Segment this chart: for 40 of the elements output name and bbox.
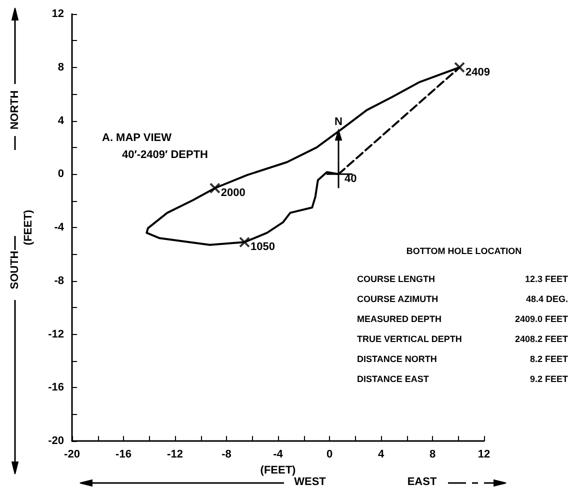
x-axis-title: (FEET) [260,464,296,476]
y-axis-title: (FEET) [22,209,34,246]
y-tick-label: -4 [54,222,65,234]
annotation: 1050 [250,241,276,254]
text: DISTANCE EAST 9.2 FEET [357,374,568,384]
annotation: 2409 [466,66,490,78]
text: WEST [294,476,326,488]
x-tick-label: 8 [429,448,436,460]
y-tick-label: -16 [48,382,64,394]
x-tick-label: 4 [378,448,385,460]
point [239,236,250,248]
y-tick-label: 0 [58,168,64,180]
text: COURSE LENGTH 12.3 FEET [357,274,568,284]
point [454,62,466,73]
x-tick-label: -4 [273,448,284,460]
y-tick-label: 8 [58,61,64,74]
text: MEASURED DEPTH 2409.0 FEET [357,314,568,324]
y-tick-label: 4 [58,114,65,127]
annotation: 40 [344,173,357,186]
annotation: 2000 [220,187,246,200]
y-tick-label: -8 [54,274,64,287]
x-tick-label: 12 [478,448,490,460]
y-tick-label: 12 [52,8,64,20]
point [209,182,220,194]
text: SOUTH [9,250,21,290]
y-tick-label: -12 [48,328,64,340]
annotation: A. MAP VIEW [102,132,172,144]
annotation: 40′-2409′ DEPTH [122,149,208,161]
x-tick-label: -16 [116,448,132,460]
x-tick-label: 0 [326,448,333,460]
annotation: BOTTOM HOLE LOCATION [406,246,522,256]
text: TRUE VERTICAL DEPTH 2408.2 FEET [357,334,568,344]
x-tick-label: -8 [222,448,232,460]
y-tick-label: -20 [48,435,64,447]
text: DISTANCE NORTH 8.2 FEET [357,354,568,364]
annotation: N [334,116,343,128]
text: EAST [407,476,437,488]
text: NORTH [9,90,21,130]
x-tick-label: -12 [167,448,183,460]
text: COURSE AZIMUTH 48.4 DEG. [357,294,568,304]
